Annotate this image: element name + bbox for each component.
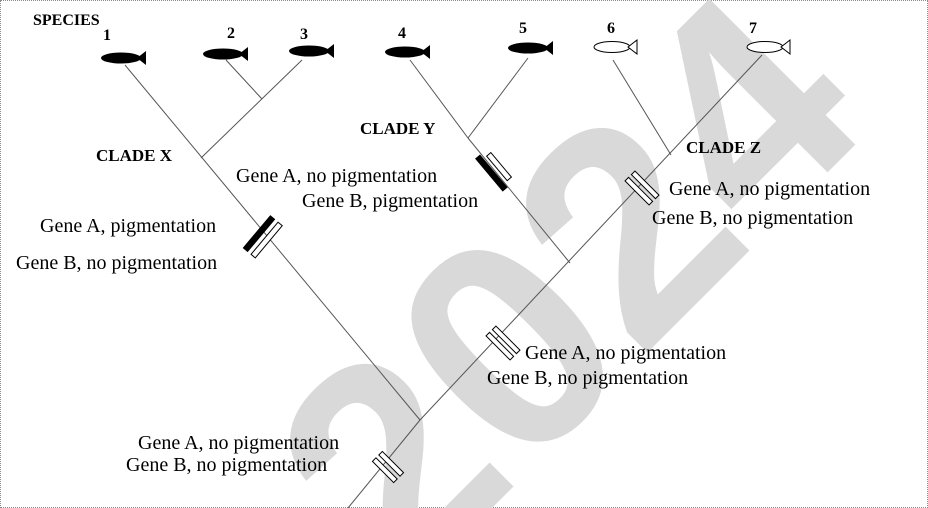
clade-z-gene-b-text: Gene B, no pigmentation xyxy=(652,207,853,229)
species-number-6: 6 xyxy=(607,20,615,37)
clade-x-gene-b-text: Gene B, no pigmentation xyxy=(16,252,217,274)
fish-icon-species-6 xyxy=(593,38,638,56)
branch-node23-to-species2 xyxy=(225,59,263,100)
branch-cladez-to-species6 xyxy=(612,59,672,156)
branch-cladey-to-species5 xyxy=(467,57,529,139)
marker-root-gene-a xyxy=(378,450,405,477)
fish-icon-species-1 xyxy=(101,51,146,65)
species-number-5: 5 xyxy=(519,20,527,37)
node-yz-gene-b-text: Gene B, no pigmentation xyxy=(487,367,688,389)
species-number-7: 7 xyxy=(749,20,757,37)
species-icons xyxy=(101,38,791,65)
species-number-3: 3 xyxy=(300,26,308,43)
branch-root-to-species7 xyxy=(419,54,763,421)
marker-clade-x xyxy=(242,215,283,259)
marker-root-gene-b xyxy=(371,457,398,484)
clade-x-gene-a-text: Gene A, pigmentation xyxy=(40,215,216,237)
clade-y-gene-b-text: Gene B, pigmentation xyxy=(302,190,478,212)
marker-clade-y-gene-a xyxy=(485,151,513,182)
branch-root-to-species1 xyxy=(124,64,421,421)
fish-icon-species-4 xyxy=(385,45,430,59)
branch-cladey-to-species4 xyxy=(409,59,469,139)
species-number-1: 1 xyxy=(103,27,111,44)
marker-node-yz xyxy=(485,325,521,361)
clade-label-z: CLADE Z xyxy=(686,138,761,157)
marker-clade-x-gene-b xyxy=(250,221,283,259)
marker-clade-z xyxy=(624,170,660,206)
clade-z-gene-a-text: Gene A, no pigmentation xyxy=(669,178,870,200)
clade-label-y: CLADE Y xyxy=(360,119,435,138)
species-header: SPECIES xyxy=(33,12,100,29)
marker-clade-x-gene-a xyxy=(242,215,276,253)
node-yz-gene-a-text: Gene A, no pigmentation xyxy=(525,342,726,364)
marker-clade-y xyxy=(475,151,513,192)
branch-nodeyz-to-cladey xyxy=(467,137,571,264)
branch-root-stem xyxy=(347,419,421,508)
fish-icon-species-3 xyxy=(289,44,334,58)
marker-node-yz-gene-b xyxy=(485,331,515,361)
gene-markers xyxy=(242,151,660,484)
marker-clade-z-gene-b xyxy=(624,176,654,206)
marker-node-yz-gene-a xyxy=(491,325,521,355)
root-gene-b-text: Gene B, no pigmentation xyxy=(126,454,327,476)
branch-cladex-to-species3 xyxy=(200,59,303,159)
clade-label-x: CLADE X xyxy=(96,146,173,165)
marker-clade-z-gene-a xyxy=(630,170,660,200)
fish-icon-species-2 xyxy=(203,47,248,61)
marker-clade-y-gene-b xyxy=(475,154,508,192)
branches xyxy=(124,54,763,508)
marker-root xyxy=(371,450,405,484)
clade-y-gene-a-text: Gene A, no pigmentation xyxy=(236,165,437,187)
fish-icon-species-7 xyxy=(746,38,791,56)
species-number-4: 4 xyxy=(398,25,406,42)
root-gene-a-text: Gene A, no pigmentation xyxy=(138,432,339,454)
species-number-2: 2 xyxy=(227,25,235,42)
fish-icon-species-5 xyxy=(508,41,553,55)
